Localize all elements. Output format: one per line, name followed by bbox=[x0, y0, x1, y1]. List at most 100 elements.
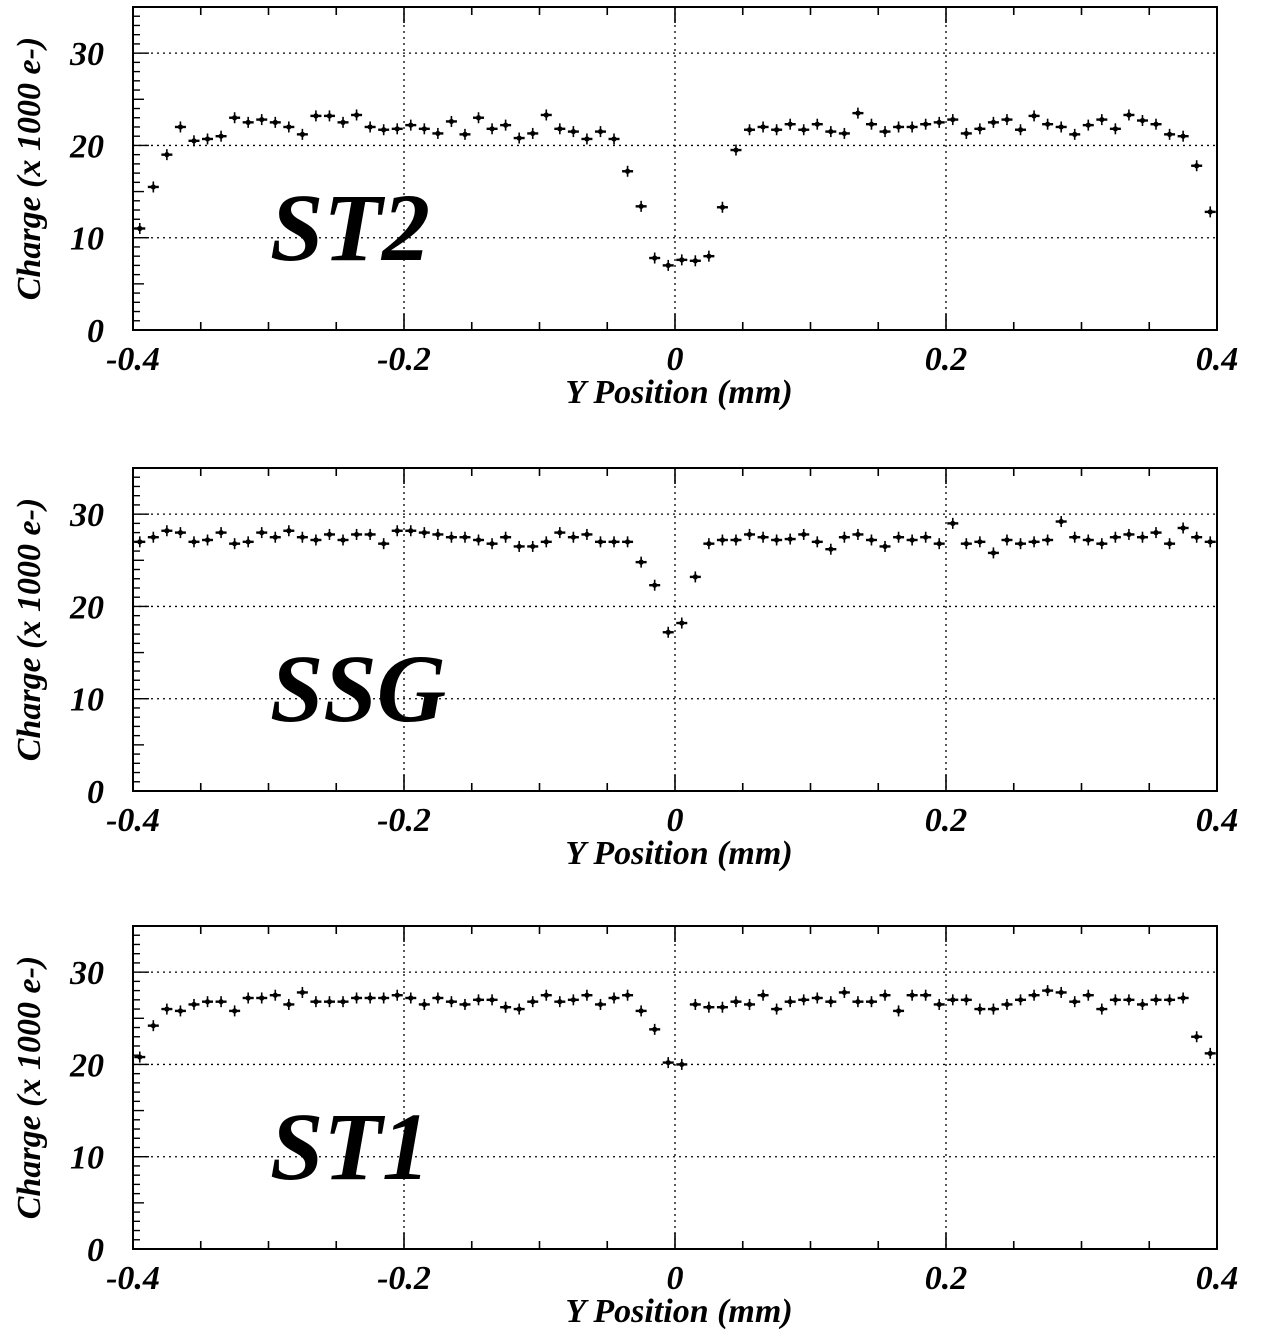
x-tick-label: -0.2 bbox=[377, 802, 431, 839]
data-point bbox=[852, 107, 864, 119]
data-point bbox=[893, 1005, 905, 1017]
y-tick-label: 10 bbox=[70, 1140, 104, 1177]
data-point bbox=[947, 994, 959, 1006]
data-point bbox=[1001, 998, 1013, 1010]
data-point bbox=[852, 528, 864, 540]
x-tick-label: 0 bbox=[667, 1260, 684, 1297]
data-point bbox=[771, 1003, 783, 1015]
data-point bbox=[202, 534, 214, 546]
data-point bbox=[215, 130, 227, 142]
data-point bbox=[622, 165, 634, 177]
data-point bbox=[1177, 130, 1189, 142]
data-point bbox=[337, 996, 349, 1008]
chart-panel-st2: -0.4 -0.2 0 0.2 0.4 0 10 20 30 Y Positio… bbox=[11, 6, 1238, 411]
data-point bbox=[418, 123, 430, 135]
data-point bbox=[825, 543, 837, 555]
y-tick-labels: 0 10 20 30 bbox=[69, 497, 104, 811]
data-point bbox=[920, 989, 932, 1001]
data-point bbox=[1204, 536, 1216, 548]
data-point bbox=[134, 1051, 146, 1063]
data-point bbox=[1069, 128, 1081, 140]
data-point bbox=[635, 200, 647, 212]
data-point bbox=[689, 255, 701, 267]
data-point bbox=[500, 119, 512, 131]
y-tick-label: 30 bbox=[69, 497, 104, 534]
data-point bbox=[242, 116, 254, 128]
data-point bbox=[987, 1003, 999, 1015]
data-point bbox=[500, 1001, 512, 1013]
grid-lines bbox=[133, 7, 1217, 330]
data-point bbox=[960, 127, 972, 139]
data-point bbox=[391, 525, 403, 537]
data-point bbox=[310, 534, 322, 546]
data-point bbox=[825, 126, 837, 138]
data-point bbox=[174, 1005, 186, 1017]
data-point bbox=[879, 989, 891, 1001]
data-point bbox=[527, 996, 539, 1008]
x-tick-label: 0.2 bbox=[925, 1260, 968, 1297]
data-point bbox=[364, 121, 376, 133]
data-point bbox=[960, 994, 972, 1006]
data-point bbox=[960, 538, 972, 550]
data-point bbox=[161, 525, 173, 537]
data-point bbox=[1042, 534, 1054, 546]
data-point bbox=[865, 118, 877, 130]
data-point bbox=[920, 531, 932, 543]
data-point bbox=[635, 1005, 647, 1017]
data-point bbox=[1191, 1031, 1203, 1043]
data-points bbox=[134, 107, 1216, 271]
data-point bbox=[1164, 994, 1176, 1006]
y-tick-labels: 0 10 20 30 bbox=[69, 36, 104, 350]
data-point bbox=[202, 996, 214, 1008]
axis-ticks bbox=[132, 6, 1218, 331]
data-point bbox=[757, 531, 769, 543]
data-point bbox=[784, 118, 796, 130]
y-tick-label: 0 bbox=[87, 774, 104, 811]
data-point bbox=[1123, 109, 1135, 121]
x-tick-label: -0.4 bbox=[106, 341, 160, 378]
data-point bbox=[1096, 1003, 1108, 1015]
x-tick-labels: -0.4 -0.2 0 0.2 0.4 bbox=[106, 341, 1238, 378]
data-point bbox=[1069, 996, 1081, 1008]
chart-panel-st1: -0.4 -0.2 0 0.2 0.4 0 10 20 30 Y Positio… bbox=[11, 925, 1239, 1329]
data-point bbox=[1055, 516, 1067, 528]
data-point bbox=[838, 986, 850, 998]
data-point bbox=[662, 626, 674, 638]
data-point bbox=[1204, 1047, 1216, 1059]
y-axis-title: Charge (x 1000 e-) bbox=[11, 956, 48, 1219]
data-point bbox=[622, 536, 634, 548]
x-tick-label: 0.4 bbox=[1196, 1260, 1239, 1297]
data-point bbox=[1177, 522, 1189, 534]
data-point bbox=[256, 527, 268, 539]
data-point bbox=[676, 254, 688, 266]
data-point bbox=[567, 531, 579, 543]
data-point bbox=[893, 121, 905, 133]
data-point bbox=[540, 536, 552, 548]
data-point bbox=[798, 528, 810, 540]
data-point bbox=[283, 998, 295, 1010]
data-point bbox=[676, 1058, 688, 1070]
data-point bbox=[283, 525, 295, 537]
data-point bbox=[1150, 994, 1162, 1006]
data-point bbox=[378, 124, 390, 136]
data-point bbox=[540, 109, 552, 121]
data-point bbox=[689, 571, 701, 583]
data-point bbox=[242, 992, 254, 1004]
data-point bbox=[825, 996, 837, 1008]
data-point bbox=[933, 116, 945, 128]
data-point bbox=[1150, 527, 1162, 539]
data-point bbox=[1042, 118, 1054, 130]
data-point bbox=[188, 135, 200, 147]
data-point bbox=[473, 994, 485, 1006]
data-point bbox=[622, 989, 634, 1001]
data-point bbox=[1082, 119, 1094, 131]
chart-panel-ssg: -0.4 -0.2 0 0.2 0.4 0 10 20 30 Y Positio… bbox=[11, 467, 1238, 872]
data-point bbox=[500, 531, 512, 543]
data-point bbox=[784, 996, 796, 1008]
y-tick-label: 10 bbox=[70, 682, 104, 719]
data-point bbox=[649, 579, 661, 591]
x-tick-label: -0.4 bbox=[106, 1260, 160, 1297]
data-point bbox=[906, 121, 918, 133]
data-point bbox=[473, 534, 485, 546]
data-point bbox=[269, 531, 281, 543]
